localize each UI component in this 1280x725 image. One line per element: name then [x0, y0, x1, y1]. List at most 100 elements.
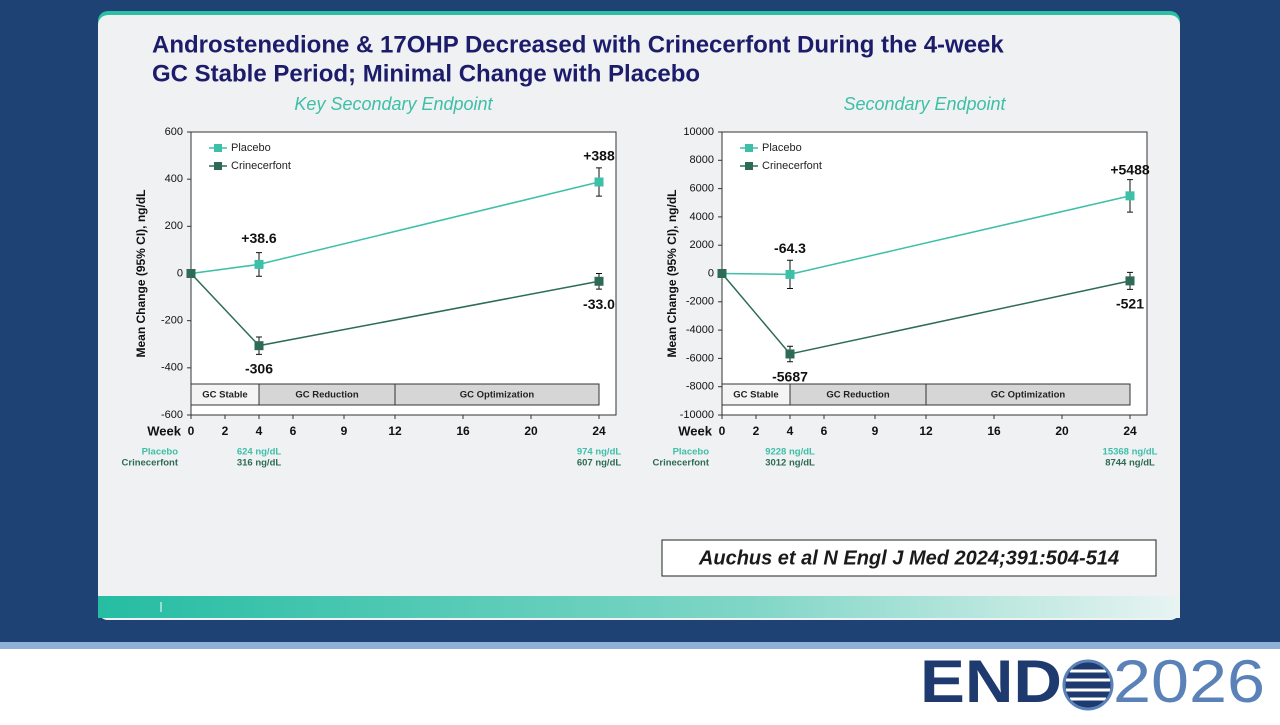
- data-label: +388: [583, 148, 615, 164]
- phase-label: GC Optimization: [460, 390, 535, 401]
- legend-label: Placebo: [231, 142, 271, 154]
- x-tick-label: 9: [341, 424, 348, 438]
- marker: [594, 276, 604, 286]
- baseline-value: 316 ng/dL: [237, 458, 282, 469]
- baseline-value: 624 ng/dL: [237, 447, 282, 458]
- card-bar: [98, 596, 1180, 618]
- marker: [594, 177, 604, 187]
- logo-globe: [1062, 659, 1114, 711]
- data-label: -5687: [772, 369, 808, 385]
- y-tick-label: -200: [161, 315, 183, 327]
- y-tick-label: -8000: [686, 381, 714, 393]
- y-tick-label: 10000: [683, 126, 714, 138]
- data-label: -64.3: [774, 240, 806, 256]
- logo-left: END: [920, 648, 1062, 715]
- baseline-value: 3012 ng/dL: [765, 458, 815, 469]
- legend-marker: [214, 144, 222, 152]
- x-tick-label: 2: [753, 424, 760, 438]
- data-label: +5488: [1110, 162, 1150, 178]
- y-tick-label: -6000: [686, 352, 714, 364]
- slide-title: GC Stable Period; Minimal Change with Pl…: [152, 60, 700, 87]
- baseline-name: Placebo: [673, 447, 710, 458]
- x-tick-label: 20: [1055, 424, 1069, 438]
- y-tick-label: 0: [177, 267, 183, 279]
- x-tick-label: 12: [388, 424, 402, 438]
- marker: [1125, 191, 1135, 201]
- y-tick-label: -4000: [686, 324, 714, 336]
- chart-title: Secondary Endpoint: [843, 94, 1006, 114]
- baseline-name: Crinecerfont: [653, 458, 710, 469]
- x-tick-label: 9: [872, 424, 879, 438]
- logo-right: 2026: [1113, 648, 1265, 715]
- legend-marker: [745, 162, 753, 170]
- phase-band: [394, 383, 600, 406]
- phase-label: GC Stable: [202, 390, 247, 401]
- baseline-name: Crinecerfont: [122, 458, 179, 469]
- baseline-value: 8744 ng/dL: [1105, 458, 1155, 469]
- x-tick-label: 12: [919, 424, 933, 438]
- citation: Auchus et al N Engl J Med 2024;391:504-5…: [698, 547, 1119, 569]
- y-tick-label: 4000: [690, 211, 714, 223]
- legend-marker: [745, 144, 753, 152]
- baseline-value: 974 ng/dL: [577, 447, 622, 458]
- y-tick-label: 600: [165, 126, 183, 138]
- marker: [717, 269, 727, 278]
- x-tick-label: 16: [987, 424, 1001, 438]
- baseline-value: 15368 ng/dL: [1103, 447, 1158, 458]
- y-tick-label: 0: [708, 267, 714, 279]
- legend-label: Crinecerfont: [762, 160, 822, 172]
- x-tick-label: 24: [592, 424, 606, 438]
- x-axis-label: Week: [678, 423, 712, 438]
- baseline-value: 607 ng/dL: [577, 458, 622, 469]
- y-tick-label: 200: [165, 220, 183, 232]
- y-tick-label: 400: [165, 173, 183, 185]
- legend-label: Crinecerfont: [231, 160, 291, 172]
- baseline-name: Placebo: [142, 447, 179, 458]
- chart-title: Key Secondary Endpoint: [294, 94, 493, 114]
- phase-label: GC Stable: [733, 390, 778, 401]
- y-axis-label: Mean Change (95% CI), ng/dL: [134, 189, 148, 357]
- x-tick-label: 16: [456, 424, 470, 438]
- x-tick-label: 6: [290, 424, 297, 438]
- legend-label: Placebo: [762, 142, 802, 154]
- marker: [254, 259, 264, 269]
- legend-marker: [214, 162, 222, 170]
- x-tick-label: 4: [787, 424, 794, 438]
- y-tick-label: -10000: [680, 409, 714, 421]
- marker: [785, 269, 795, 279]
- marker: [785, 349, 795, 359]
- citation-box: [661, 539, 1157, 577]
- marker: [1125, 276, 1135, 286]
- data-label: -306: [245, 360, 273, 376]
- marker: [254, 341, 264, 351]
- x-tick-label: 2: [222, 424, 229, 438]
- x-tick-label: 4: [256, 424, 263, 438]
- y-tick-label: 2000: [690, 239, 714, 251]
- phase-label: GC Reduction: [295, 390, 359, 401]
- y-tick-label: 8000: [690, 154, 714, 166]
- x-tick-label: 6: [821, 424, 828, 438]
- slide-title: Androstenedione & 17OHP Decreased with C…: [152, 31, 1004, 58]
- x-tick-label: 0: [719, 424, 726, 438]
- y-tick-label: -600: [161, 409, 183, 421]
- x-tick-label: 20: [524, 424, 538, 438]
- data-label: -33.0: [583, 296, 615, 312]
- data-label: +38.6: [241, 230, 277, 246]
- y-axis-label: Mean Change (95% CI), ng/dL: [665, 189, 679, 357]
- x-tick-label: 24: [1123, 424, 1137, 438]
- y-tick-label: -2000: [686, 296, 714, 308]
- divider: [0, 642, 1280, 649]
- x-tick-label: 0: [188, 424, 195, 438]
- marker: [186, 269, 196, 278]
- phase-label: GC Reduction: [826, 390, 890, 401]
- baseline-value: 9228 ng/dL: [765, 447, 815, 458]
- y-tick-label: 6000: [690, 183, 714, 195]
- y-tick-label: -400: [161, 362, 183, 374]
- plot-frame: [190, 131, 617, 416]
- x-axis-label: Week: [147, 423, 181, 438]
- phase-label: GC Optimization: [991, 390, 1066, 401]
- phase-band: [925, 383, 1131, 406]
- data-label: -521: [1116, 296, 1144, 312]
